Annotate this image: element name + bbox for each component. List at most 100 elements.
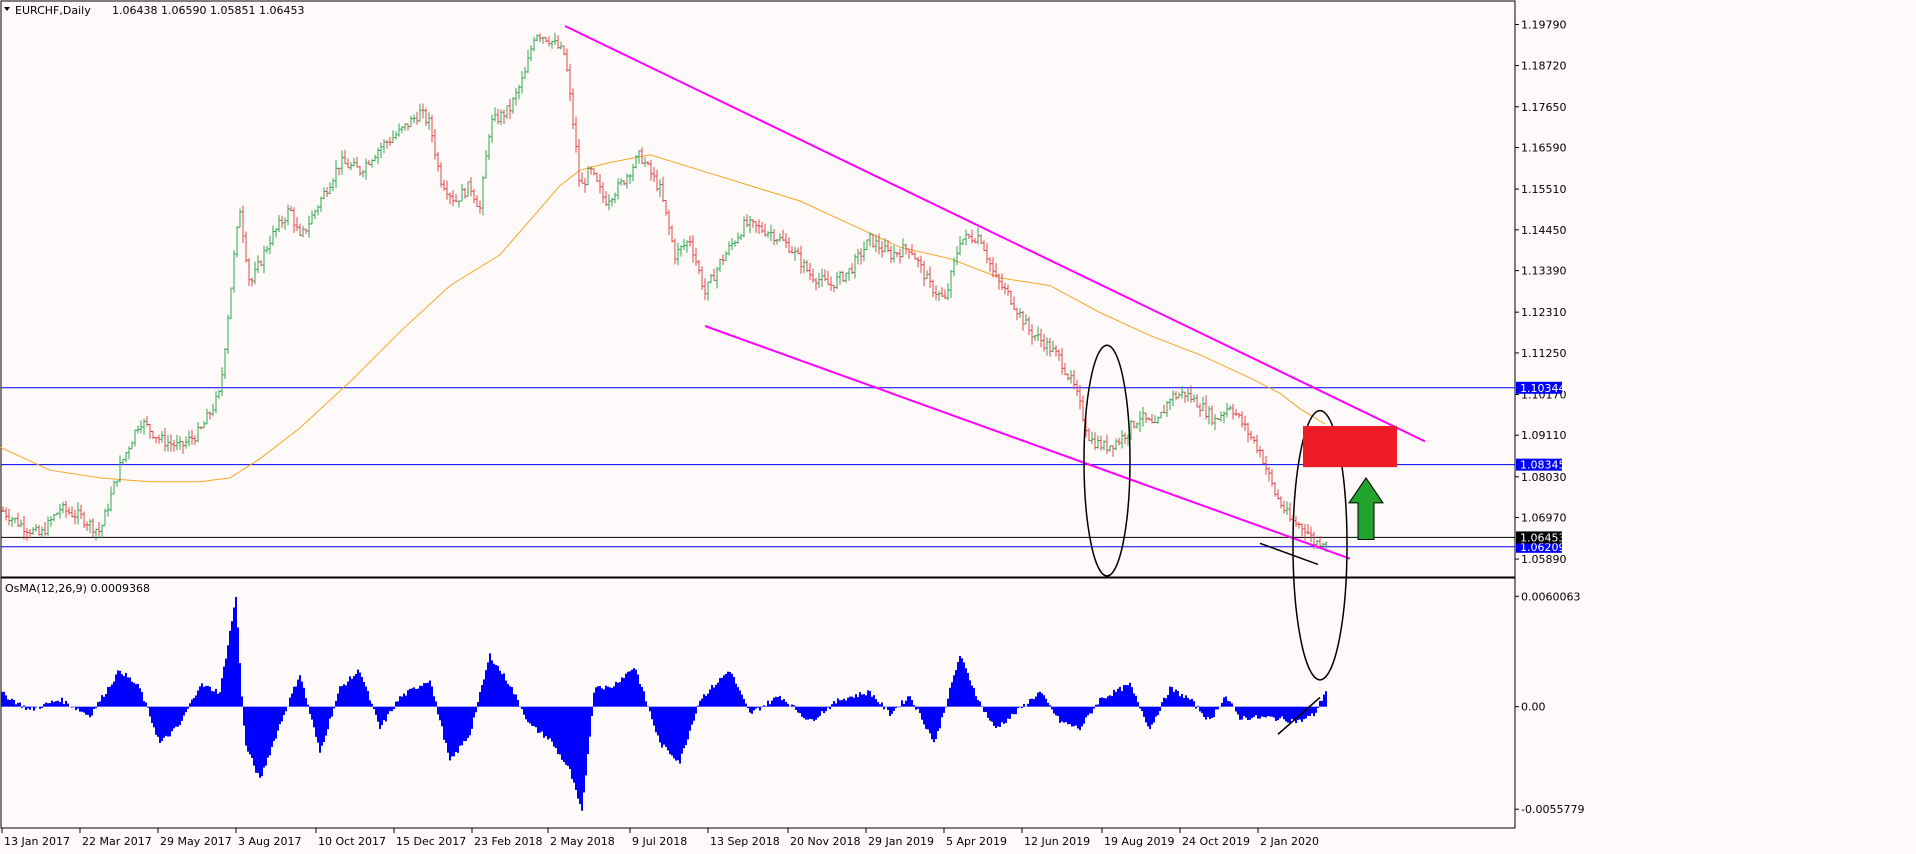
osma-bar bbox=[1137, 702, 1139, 706]
osma-bar bbox=[825, 707, 827, 711]
osma-bar bbox=[765, 706, 767, 707]
osma-bar bbox=[623, 678, 625, 707]
osma-bar bbox=[313, 707, 315, 728]
osma-bar bbox=[1093, 707, 1095, 709]
osma-bar bbox=[581, 707, 583, 811]
osma-bar bbox=[1119, 687, 1121, 707]
osma-bar bbox=[509, 686, 511, 706]
osma-bar bbox=[919, 707, 921, 713]
osma-bar bbox=[1323, 695, 1325, 707]
osma-bar bbox=[1103, 698, 1105, 707]
osma-bar bbox=[933, 707, 935, 743]
osma-bar bbox=[7, 699, 9, 706]
osma-bar bbox=[1175, 689, 1177, 706]
osma-bar bbox=[1109, 695, 1111, 706]
osma-bar bbox=[101, 695, 103, 707]
osma-bar bbox=[465, 707, 467, 741]
osma-bar bbox=[197, 691, 199, 707]
osma-bar bbox=[495, 665, 497, 707]
osma-bar bbox=[255, 707, 257, 773]
osma-bar bbox=[915, 707, 917, 710]
osma-bar bbox=[135, 684, 137, 706]
osma-bar bbox=[1007, 707, 1009, 719]
osma-bar bbox=[1139, 707, 1141, 709]
osma-bar bbox=[951, 682, 953, 706]
osma-bar bbox=[1195, 707, 1197, 709]
osma-bar bbox=[303, 688, 305, 707]
osma-bar bbox=[407, 690, 409, 706]
osma-bar bbox=[811, 707, 813, 720]
date-tick-label: 2 May 2018 bbox=[550, 835, 615, 848]
osma-bar bbox=[1039, 692, 1041, 707]
osma-bar bbox=[879, 704, 881, 706]
osma-bar bbox=[579, 707, 581, 804]
chart-symbol: EURCHF,Daily bbox=[15, 4, 91, 17]
osma-bar bbox=[1199, 707, 1201, 712]
osma-bar bbox=[127, 677, 129, 706]
osma-bar bbox=[639, 684, 641, 707]
osma-bar bbox=[1157, 707, 1159, 715]
osma-bar bbox=[1125, 685, 1127, 707]
osma-bar bbox=[235, 597, 237, 707]
osma-bar bbox=[1223, 697, 1225, 706]
osma-bar bbox=[1083, 707, 1085, 724]
osma-bar bbox=[1237, 707, 1239, 715]
osma-bar bbox=[633, 668, 635, 707]
osma-bar bbox=[277, 707, 279, 731]
osma-bar bbox=[595, 687, 597, 706]
osma-bar bbox=[85, 707, 87, 715]
osma-bar bbox=[691, 707, 693, 725]
osma-bar bbox=[817, 707, 819, 718]
osma-bar bbox=[1133, 693, 1135, 706]
osma-bar bbox=[943, 707, 945, 713]
osma-bar bbox=[65, 701, 67, 707]
osma-bar bbox=[1027, 704, 1029, 707]
osma-bar bbox=[227, 645, 229, 706]
osma-bar bbox=[909, 696, 911, 707]
price-tick-label: 1.16590 bbox=[1521, 142, 1567, 155]
osma-bar bbox=[87, 707, 89, 715]
osma-bar bbox=[15, 704, 17, 706]
level-price-label: 1.10344 bbox=[1520, 382, 1566, 395]
osma-bar bbox=[213, 692, 215, 707]
osma-bar bbox=[131, 682, 133, 707]
osma-bar bbox=[539, 707, 541, 733]
osma-bar bbox=[1205, 707, 1207, 720]
osma-bar bbox=[1229, 701, 1231, 706]
osma-bar bbox=[1265, 707, 1267, 718]
osma-bar bbox=[831, 704, 833, 706]
osma-bar bbox=[1171, 687, 1173, 707]
osma-bar bbox=[969, 680, 971, 706]
osma-bar bbox=[123, 676, 125, 707]
osma-bar bbox=[1121, 691, 1123, 707]
osma-bar bbox=[871, 697, 873, 707]
price-tick-label: 1.06970 bbox=[1521, 512, 1567, 525]
osma-bar bbox=[395, 702, 397, 707]
osma-bar bbox=[311, 707, 313, 720]
osma-bar bbox=[1203, 707, 1205, 717]
osma-bar bbox=[1129, 683, 1131, 707]
osma-bar bbox=[19, 703, 21, 707]
osma-bar bbox=[869, 691, 871, 707]
osma-bar bbox=[1269, 707, 1271, 717]
osma-bar bbox=[1097, 704, 1099, 706]
osma-bar bbox=[577, 707, 579, 799]
osma-bar bbox=[929, 707, 931, 734]
osma-bar bbox=[531, 707, 533, 726]
osma-bar bbox=[853, 698, 855, 707]
osma-bar bbox=[953, 675, 955, 706]
osma-bar bbox=[1051, 707, 1053, 710]
osma-bar bbox=[525, 707, 527, 720]
osma-bar bbox=[753, 707, 755, 711]
osma-bar bbox=[657, 707, 659, 736]
osma-bar bbox=[1085, 707, 1087, 718]
osma-bar bbox=[733, 677, 735, 707]
osma-bar bbox=[437, 707, 439, 715]
osma-bar bbox=[177, 707, 179, 727]
osma-bar bbox=[717, 683, 719, 707]
price-tick-label: 1.14450 bbox=[1521, 224, 1567, 237]
price-panel bbox=[1, 1, 1515, 577]
osma-bar bbox=[893, 707, 895, 711]
osma-bar bbox=[165, 707, 167, 736]
osma-bar bbox=[1221, 703, 1223, 707]
